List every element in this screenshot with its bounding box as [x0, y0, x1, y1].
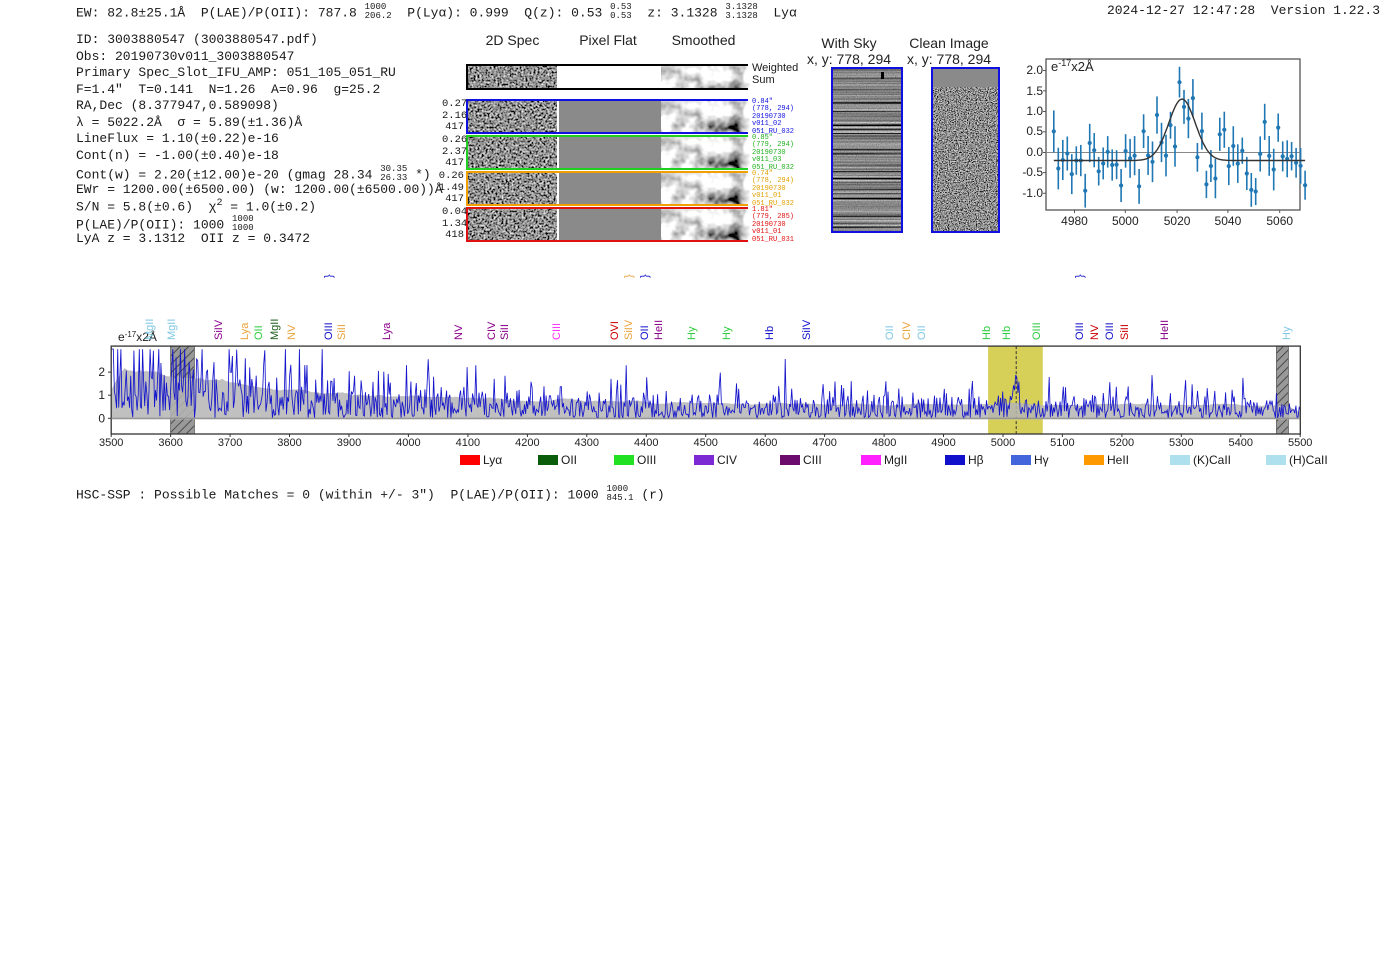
svg-text:Hy: Hy: [686, 326, 698, 340]
svg-text:0: 0: [98, 411, 105, 425]
svg-text:SiIV: SiIV: [213, 319, 225, 340]
svg-text:OII: OII: [639, 325, 651, 340]
svg-text:3700: 3700: [218, 437, 242, 449]
svg-text:}: }: [639, 274, 651, 278]
svg-text:OIII: OIII: [1031, 322, 1043, 340]
svg-text:5040: 5040: [1215, 214, 1242, 228]
svg-text:SiII: SiII: [1119, 324, 1131, 340]
svg-text:5000: 5000: [1112, 214, 1139, 228]
svg-text:NV: NV: [453, 324, 465, 340]
svg-text:SiII: SiII: [499, 324, 511, 340]
svg-text:OIII: OIII: [1104, 322, 1116, 340]
svg-text:MgII: MgII: [166, 319, 178, 340]
svg-text:4300: 4300: [575, 437, 599, 449]
svg-text:NV: NV: [286, 324, 298, 340]
svg-text:MgII: MgII: [269, 319, 281, 340]
svg-text:e-17x2Å: e-17x2Å: [118, 329, 157, 344]
svg-text:1: 1: [98, 388, 105, 402]
svg-text:CIV: CIV: [486, 321, 498, 340]
svg-text:Hb: Hb: [764, 326, 776, 340]
svg-text:Hy: Hy: [1281, 326, 1293, 340]
svg-text:4200: 4200: [515, 437, 539, 449]
svg-text:}: }: [1074, 274, 1086, 278]
svg-text:4400: 4400: [634, 437, 658, 449]
svg-text:OII: OII: [253, 325, 265, 340]
svg-text:Hb: Hb: [1001, 326, 1013, 340]
svg-text:4980: 4980: [1061, 214, 1088, 228]
svg-text:4800: 4800: [872, 437, 896, 449]
svg-text:4000: 4000: [396, 437, 420, 449]
svg-text:5060: 5060: [1266, 214, 1293, 228]
svg-text:2: 2: [98, 365, 105, 379]
svg-text:0.5: 0.5: [1026, 124, 1043, 138]
svg-text:5100: 5100: [1050, 437, 1074, 449]
svg-text:SiIV: SiIV: [801, 319, 813, 340]
svg-text:OIII: OIII: [1074, 322, 1086, 340]
svg-text:5020: 5020: [1164, 214, 1191, 228]
svg-text:5400: 5400: [1229, 437, 1253, 449]
svg-text:4500: 4500: [693, 437, 717, 449]
svg-text:MgII: MgII: [144, 319, 156, 340]
svg-text:CIV: CIV: [901, 321, 913, 340]
svg-text:1.5: 1.5: [1026, 84, 1043, 98]
svg-text:}: }: [323, 274, 335, 278]
svg-text:Hb: Hb: [981, 326, 993, 340]
svg-text:NV: NV: [1089, 324, 1101, 340]
svg-text:5300: 5300: [1169, 437, 1193, 449]
svg-text:SiIV: SiIV: [623, 319, 635, 340]
svg-text:2.0: 2.0: [1026, 63, 1043, 77]
svg-text:SiII: SiII: [336, 324, 348, 340]
svg-text:5200: 5200: [1110, 437, 1134, 449]
svg-text:-0.5: -0.5: [1022, 165, 1043, 179]
svg-text:4600: 4600: [753, 437, 777, 449]
svg-text:CIII: CIII: [551, 323, 563, 340]
svg-text:3800: 3800: [277, 437, 301, 449]
svg-text:4900: 4900: [931, 437, 955, 449]
svg-text:OII: OII: [884, 325, 896, 340]
svg-text:Lya: Lya: [381, 322, 393, 340]
svg-text:Lya: Lya: [239, 322, 251, 340]
svg-text:3600: 3600: [158, 437, 182, 449]
svg-text:e-17x2Å: e-17x2Å: [1051, 58, 1094, 74]
svg-text:3900: 3900: [337, 437, 361, 449]
svg-text:HeII: HeII: [653, 320, 665, 340]
svg-text:4700: 4700: [812, 437, 836, 449]
svg-text:Hy: Hy: [721, 326, 733, 340]
svg-text:4100: 4100: [456, 437, 480, 449]
svg-text:5500: 5500: [1288, 437, 1312, 449]
svg-text:HeII: HeII: [1159, 320, 1171, 340]
svg-text:OII: OII: [916, 325, 928, 340]
svg-text:3500: 3500: [99, 437, 123, 449]
svg-text:0.0: 0.0: [1026, 145, 1043, 159]
svg-text:-1.0: -1.0: [1022, 186, 1043, 200]
svg-text:1.0: 1.0: [1026, 104, 1043, 118]
svg-text:}: }: [623, 274, 635, 278]
svg-text:OVI: OVI: [609, 321, 621, 340]
svg-text:OIII: OIII: [323, 322, 335, 340]
svg-text:5000: 5000: [991, 437, 1015, 449]
